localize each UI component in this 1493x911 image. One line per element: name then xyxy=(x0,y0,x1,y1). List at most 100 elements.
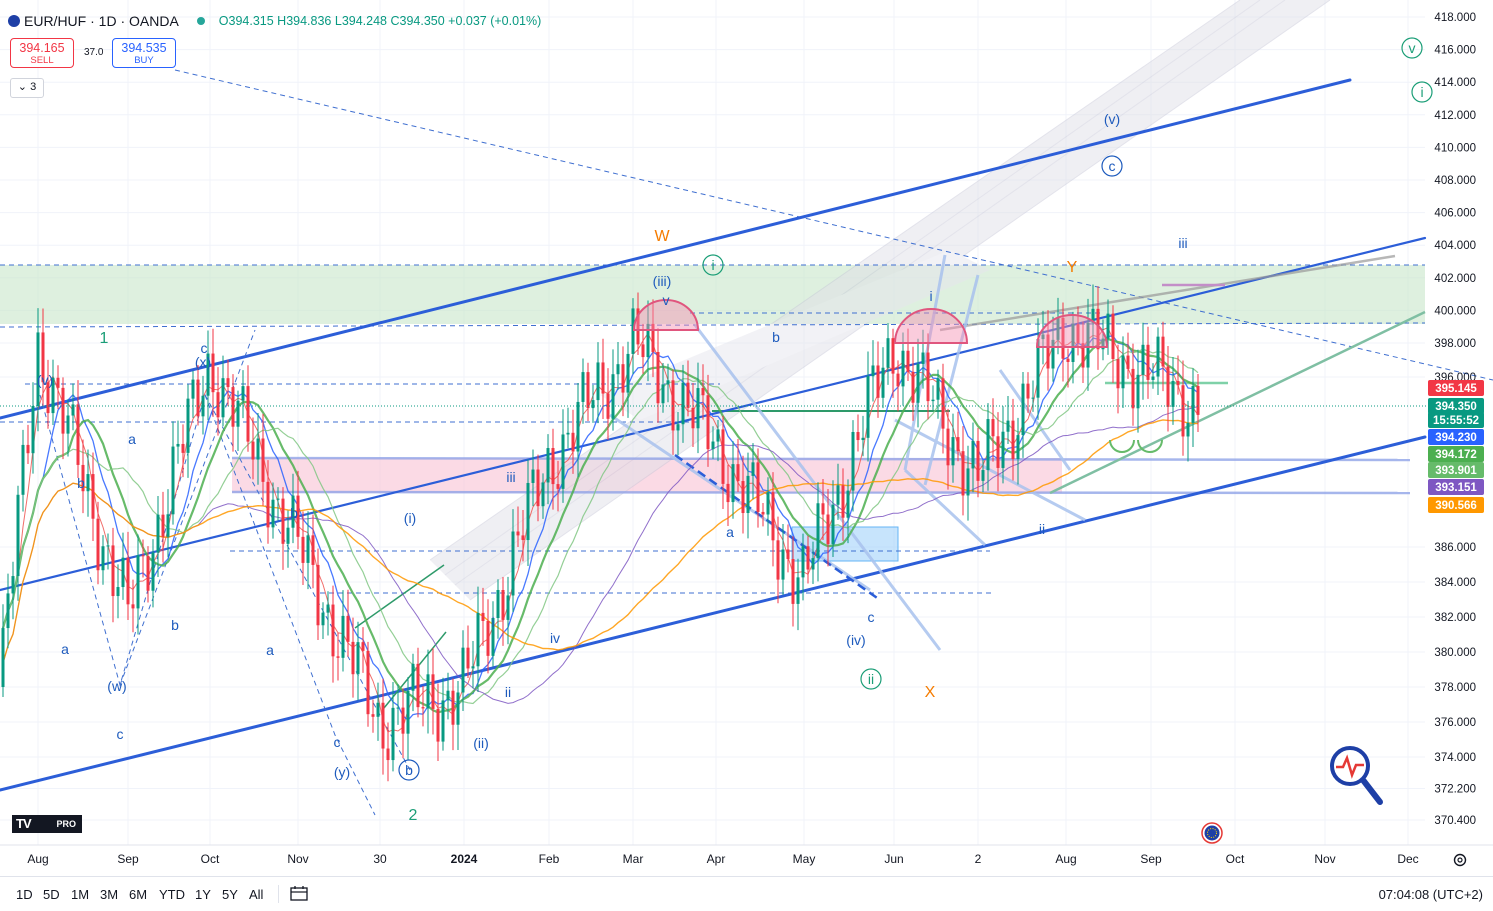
price-axis[interactable]: 418.000 416.000 414.000 412.000 410.000 408.0… xyxy=(1434,12,1476,827)
indicators-count: 3 xyxy=(30,81,37,93)
wave-label: i xyxy=(929,288,932,304)
wave-label: X xyxy=(925,684,936,701)
wave-label: iv xyxy=(550,630,560,646)
wave-label: c xyxy=(201,340,208,356)
range-1d[interactable]: 1D xyxy=(16,887,33,902)
buy-button[interactable]: 394.535 BUY xyxy=(112,38,176,68)
clock-readout: 07:04:08 (UTC+2) xyxy=(1378,887,1483,902)
x-tick-label: May xyxy=(793,852,816,866)
range-5d[interactable]: 5D xyxy=(43,887,60,902)
candle-body xyxy=(6,593,10,629)
candle-body xyxy=(301,536,305,563)
candle-body xyxy=(911,371,915,403)
price-tag-bg xyxy=(1428,479,1484,495)
candle-body xyxy=(356,642,360,675)
wave-label: c xyxy=(117,726,124,742)
wave-label: v xyxy=(1409,40,1416,56)
candle-body xyxy=(891,338,895,374)
candle-body xyxy=(266,481,270,528)
candle-body xyxy=(1191,386,1195,423)
candle-body xyxy=(216,392,220,418)
candle-body xyxy=(756,462,760,512)
candle-body xyxy=(346,615,350,642)
candle-body xyxy=(996,436,1000,468)
time-axis[interactable]: Aug Sep Oct Nov 30 2024 Feb Mar Apr May Jun 2 Aug Sep… xyxy=(0,844,1493,866)
wave-label: a xyxy=(266,642,274,658)
magnifier-icon[interactable] xyxy=(1330,746,1383,805)
candle-body xyxy=(676,424,680,431)
candle-body xyxy=(1016,435,1020,460)
candle-body xyxy=(721,429,725,484)
range-1y[interactable]: 1Y xyxy=(195,887,211,902)
wave-label: W xyxy=(654,228,670,245)
candle-body xyxy=(541,482,545,507)
x-tick-label: Mar xyxy=(623,852,644,866)
y-tick-label: 412.000 xyxy=(1434,110,1476,122)
candle-body xyxy=(11,576,15,594)
candle-body xyxy=(751,462,755,476)
calendar-icon[interactable] xyxy=(290,885,308,901)
candle-body xyxy=(96,518,100,571)
indicators-toggle[interactable]: ⌄ 3 xyxy=(10,78,44,98)
candle-body xyxy=(1101,338,1105,350)
candle-body xyxy=(1056,317,1060,340)
price-tag-label: 393.151 xyxy=(1435,482,1477,494)
candle-body xyxy=(386,748,390,761)
price-tag-bg xyxy=(1428,446,1484,462)
candle-body xyxy=(126,557,130,605)
candle-body xyxy=(1021,383,1025,436)
candle-body xyxy=(291,495,295,528)
candlesticks xyxy=(1,284,1200,782)
candle-body xyxy=(231,387,235,427)
y-tick-label: 380.000 xyxy=(1434,647,1476,659)
candle-body xyxy=(601,362,605,394)
y-tick-label: 370.400 xyxy=(1434,815,1476,827)
candle-body xyxy=(856,432,860,441)
range-3m[interactable]: 3M xyxy=(100,887,119,902)
candle-body xyxy=(1106,313,1110,339)
symbol-title[interactable]: EUR/HUF · 1D · OANDA xyxy=(24,13,179,29)
candle-body xyxy=(666,380,670,385)
sell-button[interactable]: 394.165 SELL xyxy=(10,38,74,68)
candle-body xyxy=(1026,383,1030,399)
candle-body xyxy=(406,690,410,734)
candle-body xyxy=(511,531,515,596)
settings-gear-icon[interactable] xyxy=(1453,853,1467,867)
range-5y[interactable]: 5Y xyxy=(222,887,238,902)
candle-body xyxy=(431,674,435,709)
y-tick-label: 398.000 xyxy=(1434,338,1476,350)
wave-label: i xyxy=(491,614,494,630)
y-tick-label: 384.000 xyxy=(1434,577,1476,589)
candle-body xyxy=(1051,339,1055,369)
wave-label: (i) xyxy=(404,510,416,526)
price-tag-label: 394.230 xyxy=(1435,432,1477,444)
wave-label: ii xyxy=(505,684,511,700)
y-tick-label: 404.000 xyxy=(1434,240,1476,252)
candle-body xyxy=(1151,376,1155,380)
candle-body xyxy=(181,443,185,453)
candle-body xyxy=(451,690,455,725)
wave-label: Y xyxy=(1067,259,1078,276)
candle-body xyxy=(1066,358,1070,362)
candle-body xyxy=(791,559,795,604)
candle-body xyxy=(1186,422,1190,437)
wave-label: ii xyxy=(868,671,874,687)
candle-body xyxy=(716,429,720,442)
wave-label: (ii) xyxy=(473,735,489,751)
wave-label: i xyxy=(711,257,714,273)
candle-body xyxy=(136,555,140,609)
candle-body xyxy=(171,446,175,515)
candle-body xyxy=(761,511,765,515)
candle-body xyxy=(726,483,730,503)
wave-label: 2 xyxy=(409,807,418,824)
x-tick-label: Oct xyxy=(201,852,220,866)
range-all[interactable]: All xyxy=(249,887,264,902)
range-ytd[interactable]: YTD xyxy=(159,887,185,902)
range-1m[interactable]: 1M xyxy=(71,887,90,902)
candle-body xyxy=(1136,374,1140,409)
candle-body xyxy=(551,448,555,485)
range-6m[interactable]: 6M xyxy=(129,887,148,902)
candle-body xyxy=(281,498,285,544)
